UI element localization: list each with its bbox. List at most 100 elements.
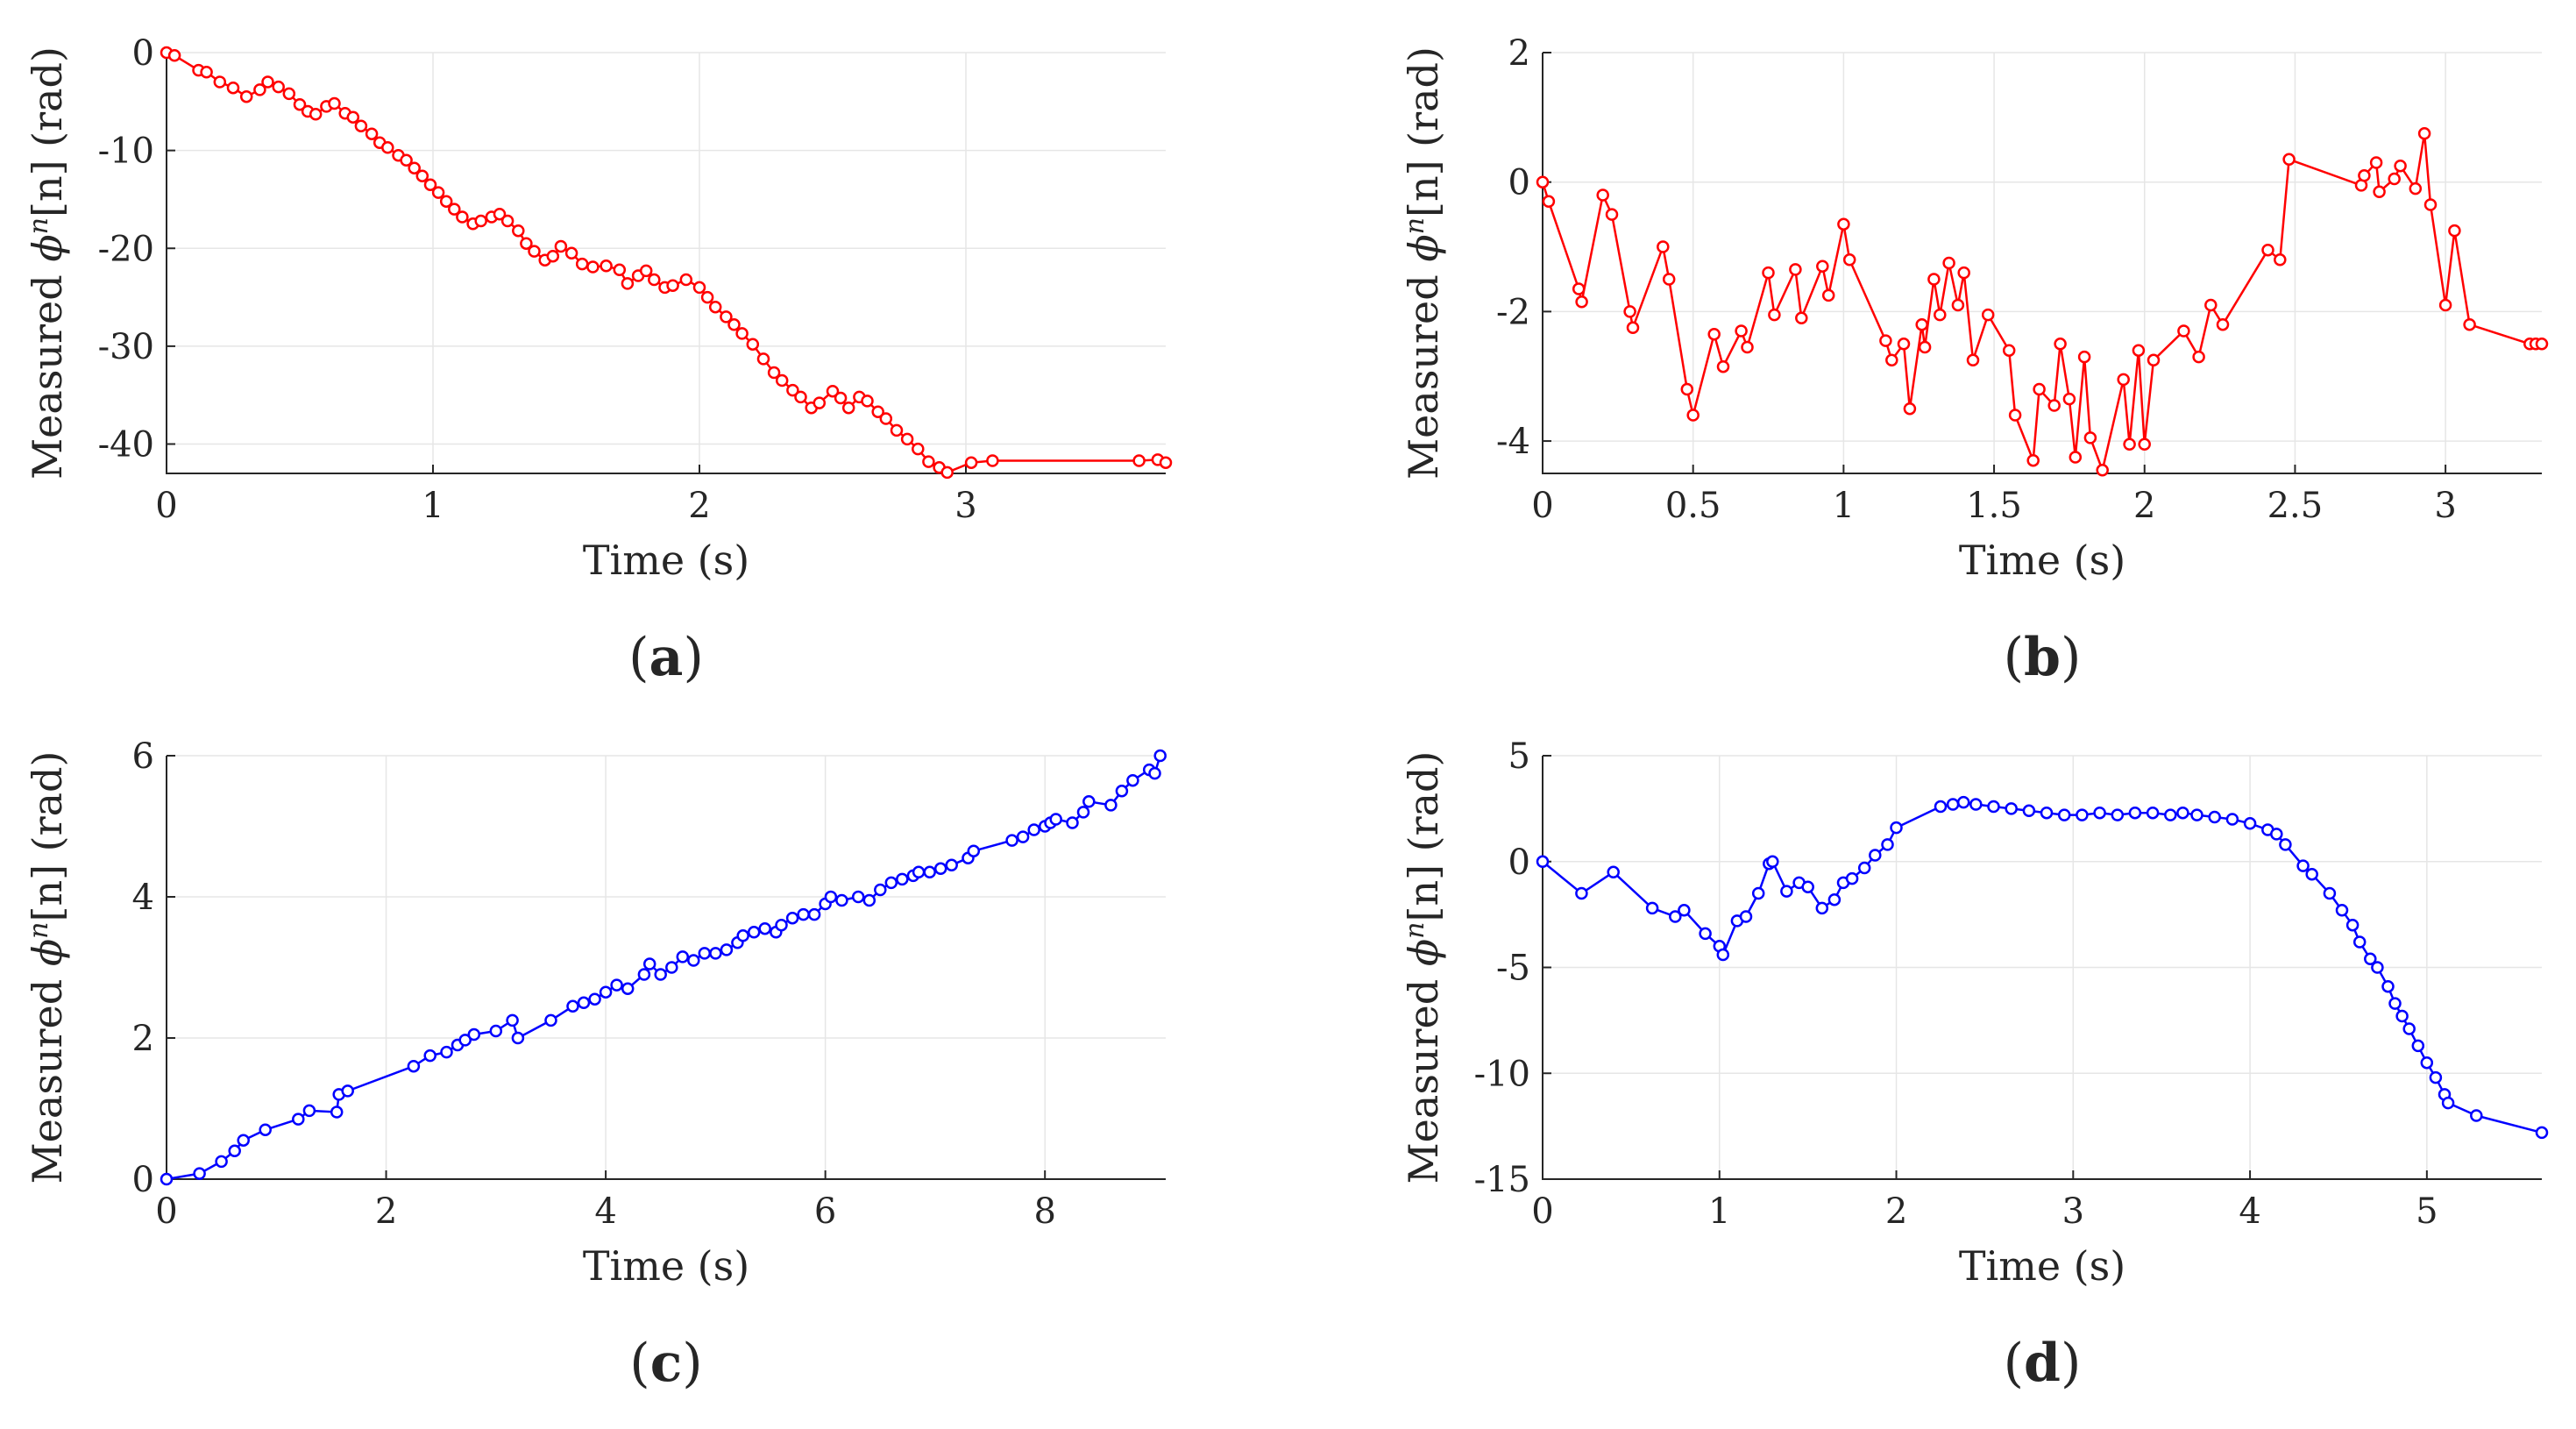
data-point xyxy=(986,454,999,467)
panel-label-open: ( xyxy=(628,627,649,688)
data-point xyxy=(2535,1126,2549,1140)
data-point xyxy=(1082,795,1096,808)
data-point xyxy=(160,1172,174,1186)
data-point xyxy=(2282,153,2296,167)
data-point xyxy=(1789,263,1802,276)
panel-label-open: ( xyxy=(2004,1333,2024,1394)
data-point xyxy=(692,281,706,295)
data-point xyxy=(1575,295,1588,309)
data-point xyxy=(2388,997,2402,1010)
data-point xyxy=(2279,838,2292,851)
data-point xyxy=(2128,806,2142,820)
data-point xyxy=(824,890,838,904)
data-point xyxy=(564,246,578,260)
data-point xyxy=(1766,855,1779,869)
data-point xyxy=(1934,800,1948,814)
data-point xyxy=(346,110,360,124)
data-point xyxy=(2216,317,2230,331)
data-point xyxy=(2002,344,2016,357)
data-point xyxy=(2345,918,2360,932)
data-point xyxy=(193,1167,206,1180)
data-point xyxy=(400,153,413,167)
data-point xyxy=(967,844,981,857)
data-point xyxy=(1542,195,1556,209)
x-tick-label: 0 xyxy=(1531,486,1553,526)
data-point xyxy=(167,49,181,62)
x-tick-label: 3 xyxy=(2062,1191,2084,1232)
data-point xyxy=(2096,464,2109,477)
y-label-symbol: ϕ xyxy=(1400,939,1447,966)
data-point xyxy=(1934,308,1947,322)
data-point xyxy=(261,75,274,89)
data-point xyxy=(834,391,848,405)
y-tick-label: 0 xyxy=(132,33,154,74)
data-point xyxy=(2429,1070,2443,1084)
data-point xyxy=(720,310,733,323)
data-point xyxy=(2138,437,2151,451)
data-point xyxy=(1005,834,1018,847)
data-point xyxy=(1951,298,1965,312)
data-point xyxy=(613,263,627,277)
data-point xyxy=(2117,373,2130,387)
data-point xyxy=(1879,334,1892,347)
data-point xyxy=(456,210,469,224)
y-tick-label: -4 xyxy=(1496,422,1530,462)
data-point xyxy=(1623,305,1636,318)
x-tick-label: 4 xyxy=(2239,1191,2260,1232)
chart-panel-b: 0 0.5 1 1.5 2 2.5 3 2 0 -2 -4 Time (s) Measured ϕn[n… xyxy=(1400,33,2549,688)
y-label-prefix: Measured xyxy=(1400,262,1447,480)
x-tick-label: 0 xyxy=(155,486,177,526)
data-point xyxy=(1680,382,1694,396)
y-axis-label: Measured ϕn[n] (rad) xyxy=(24,751,71,1184)
panel-label-letter: a xyxy=(649,627,684,688)
chart-panel-a: 0 1 2 3 0 -10 -20 -30 -40 Time (s) Measured ϕn[n] … xyxy=(24,33,1173,688)
y-tick-label: -40 xyxy=(98,425,154,466)
data-point xyxy=(365,127,379,140)
data-point xyxy=(309,108,323,121)
data-point xyxy=(512,224,525,238)
data-point xyxy=(775,918,788,932)
data-point xyxy=(940,466,954,480)
data-point xyxy=(1626,321,1640,335)
data-point xyxy=(610,978,623,992)
data-point xyxy=(292,1113,305,1126)
data-point xyxy=(2062,392,2076,406)
data-point xyxy=(423,1049,436,1063)
data-point xyxy=(328,96,341,110)
panel-label: (b) xyxy=(2004,627,2082,688)
data-point xyxy=(1572,282,1586,295)
data-point xyxy=(2358,169,2371,182)
data-point xyxy=(2296,859,2310,872)
data-point xyxy=(1827,892,1842,906)
data-point xyxy=(654,968,667,981)
panel-label-close: ) xyxy=(2061,627,2081,688)
data-point xyxy=(1669,910,1682,923)
y-tick-label: -20 xyxy=(98,229,154,269)
data-point xyxy=(577,996,591,1010)
data-point xyxy=(1645,901,1659,915)
x-tick-label: 0 xyxy=(1531,1191,1553,1232)
data-point xyxy=(2190,808,2203,821)
data-point xyxy=(1148,766,1161,780)
data-point xyxy=(588,992,601,1006)
x-tick-label: 2 xyxy=(688,486,710,526)
data-point xyxy=(862,893,876,907)
y-label-superscript: n xyxy=(24,921,54,938)
data-point xyxy=(700,290,714,304)
y-label-superscript: n xyxy=(1400,921,1430,938)
y-tick-label: 4 xyxy=(132,878,154,918)
data-point xyxy=(1662,273,1676,286)
data-point xyxy=(215,1155,228,1169)
data-point xyxy=(2057,808,2071,821)
data-point xyxy=(2395,1009,2409,1023)
data-point xyxy=(813,396,827,409)
x-tick-label: 0.5 xyxy=(1665,486,1721,526)
data-point xyxy=(1768,308,1781,322)
x-tick-label: 0 xyxy=(155,1191,177,1232)
data-point xyxy=(1607,865,1620,879)
data-point xyxy=(1903,402,1917,416)
panel-label-letter: c xyxy=(650,1333,683,1394)
data-point xyxy=(439,195,453,208)
data-point xyxy=(879,412,893,425)
